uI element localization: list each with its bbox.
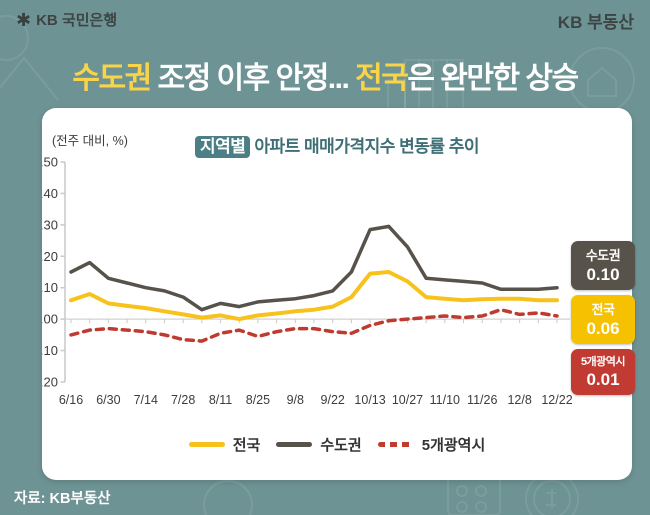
y-tick-label: 0.10	[42, 280, 58, 295]
y-tick-label: 0.40	[42, 186, 58, 201]
chart-title-highlight: 지역별	[194, 136, 251, 158]
legend-label: 수도권	[320, 437, 362, 454]
dots-grid-icon	[447, 477, 501, 515]
x-tick-label: 8/25	[246, 393, 270, 407]
y-tick-label: 0.50	[42, 155, 58, 170]
x-tick-label: 8/11	[209, 393, 232, 407]
x-tick-label: 6/16	[59, 393, 83, 407]
x-tick-label: 10/27	[392, 393, 423, 407]
value-badge-sudogwon: 수도권 0.10	[571, 241, 635, 290]
x-tick-label: 6/30	[96, 393, 120, 407]
chart-title-rest: 아파트 매매가격지수 변동률 추이	[254, 137, 480, 156]
coin-icon	[203, 480, 253, 515]
x-tick-label: 7/28	[171, 393, 195, 407]
y-tick-label: 0.20	[42, 249, 58, 264]
x-tick-label: 11/26	[467, 393, 497, 407]
title-highlight-sudogwon: 수도권	[72, 62, 152, 95]
badge-series-name: 5개광역시	[580, 356, 626, 368]
source-note: 자료: KB부동산	[14, 491, 111, 507]
badge-series-name: 수도권	[585, 248, 621, 263]
legend-label: 5개광역시	[421, 437, 486, 454]
legend-swatch-dashed-line	[377, 442, 414, 447]
x-tick-label: 12/22	[541, 393, 572, 407]
legend-swatch-solid-line	[188, 442, 225, 447]
kb-bank-logo: ✱ KB 국민은행	[16, 9, 117, 30]
page-title: 수도권 조정 이후 안정... 전국은 완만한 상승	[0, 53, 650, 97]
legend-item: 5개광역시	[377, 434, 486, 455]
legend-item: 수도권	[276, 434, 362, 455]
y-tick-label: -0.10	[42, 343, 58, 358]
legend-label: 전국	[232, 437, 261, 454]
series-line-수도권	[69, 224, 559, 312]
y-tick-label: 0.30	[42, 217, 58, 232]
kb-star-icon: ✱	[16, 9, 32, 30]
x-tick-label: 12/8	[507, 393, 531, 407]
series-line-전국	[69, 270, 559, 322]
chart-title: 지역별 아파트 매매가격지수 변동률 추이	[42, 132, 632, 158]
value-badge-5metro: 5개광역시 0.01	[571, 349, 635, 395]
x-tick-label: 9/8	[287, 393, 304, 407]
series-line-5개광역시	[69, 307, 559, 343]
x-tick-label: 7/14	[134, 393, 158, 407]
unit-label: (전주 대비, %)	[52, 134, 128, 148]
kb-realestate-logo: KB 부동산	[557, 13, 634, 32]
title-text-1: 조정 이후 안정...	[150, 62, 356, 95]
badge-value: 0.10	[586, 265, 620, 284]
value-badges: 수도권 0.10 전국 0.06 5개광역시 0.01	[571, 241, 635, 395]
legend-item: 전국	[188, 434, 261, 455]
x-tick-label: 9/22	[321, 393, 345, 407]
title-text-2: 은 완만한 상승	[407, 62, 579, 95]
badge-value: 0.01	[586, 370, 620, 389]
legend-swatch-solid-line	[276, 442, 313, 447]
x-tick-label: 11/10	[430, 393, 460, 407]
y-tick-label: -0.20	[42, 375, 58, 390]
chart-legend: 전국 수도권 5개광역시	[42, 434, 632, 455]
value-badge-jeonguk: 전국 0.06	[571, 295, 635, 344]
badge-value: 0.06	[586, 319, 620, 338]
x-tick-label: 10/13	[354, 393, 385, 407]
y-tick-label: 0.00	[42, 312, 58, 327]
title-highlight-jeonguk: 전국	[355, 62, 409, 95]
line-chart: 0.50 0.40 0.30 0.20 0.10 0.00 -0.10 -0.206/16 6/…	[42, 155, 573, 408]
badge-series-name: 전국	[591, 302, 615, 317]
bank-name: KB 국민은행	[36, 12, 118, 29]
